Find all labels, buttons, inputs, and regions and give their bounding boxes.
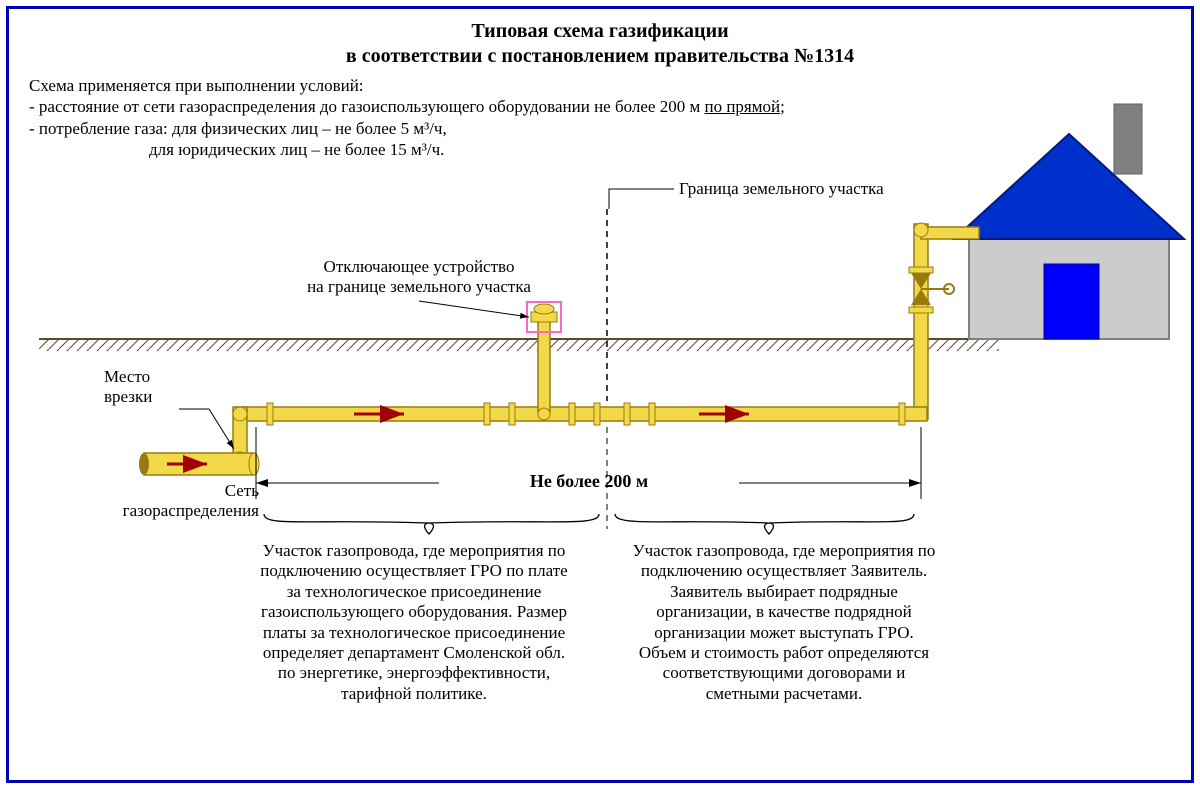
ground-hatch (39, 339, 999, 351)
house (954, 104, 1184, 339)
diagram-frame: Типовая схема газификации в соответствии… (6, 6, 1194, 783)
horizontal-pipe (239, 403, 927, 425)
diagram-svg (9, 9, 1194, 783)
leader-shutoff (419, 301, 529, 317)
house-chimney (1114, 104, 1142, 174)
leader-boundary (609, 189, 674, 209)
distribution-main (139, 453, 259, 475)
dimension-line (256, 427, 921, 529)
house-roof (954, 134, 1184, 239)
house-door (1044, 264, 1099, 339)
shutoff-riser (527, 302, 561, 420)
brace-left (264, 514, 599, 534)
leader-tiein (179, 409, 234, 449)
brace-right (615, 514, 914, 534)
